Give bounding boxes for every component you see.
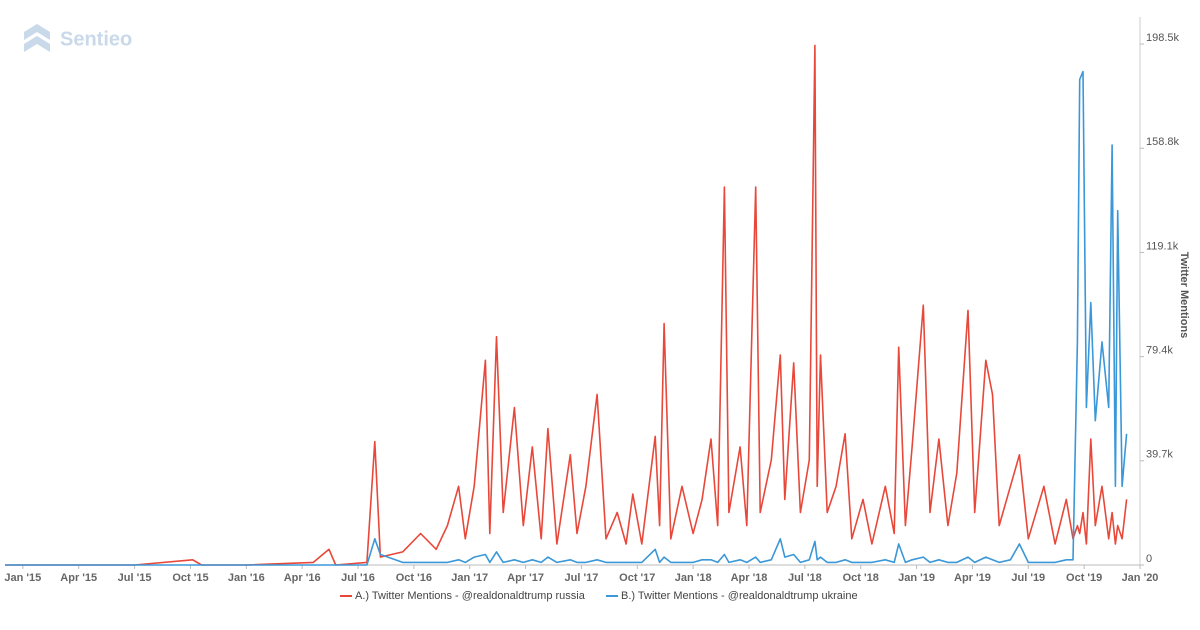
legend-label: A.) Twitter Mentions - @realdonaldtrump … <box>355 590 586 602</box>
x-tick-label: Apr '16 <box>284 572 321 584</box>
x-tick-label: Jan '17 <box>451 572 488 584</box>
x-tick-label: Oct '15 <box>172 572 208 584</box>
logo-icon <box>24 24 50 40</box>
series-line <box>5 44 1128 566</box>
x-tick-label: Apr '18 <box>731 572 768 584</box>
x-tick-label: Jul '17 <box>565 572 599 584</box>
x-tick-label: Apr '17 <box>507 572 544 584</box>
x-tick-label: Oct '19 <box>1066 572 1102 584</box>
x-tick-label: Jan '16 <box>228 572 265 584</box>
x-tick-label: Apr '15 <box>60 572 97 584</box>
x-tick-label: Jul '16 <box>341 572 375 584</box>
x-tick-label: Jan '20 <box>1122 572 1159 584</box>
y-tick-label: 119.1k <box>1146 240 1179 252</box>
x-tick-label: Jul '18 <box>788 572 822 584</box>
y-tick-label: 158.8k <box>1146 136 1180 148</box>
series-line <box>5 70 1128 566</box>
logo-icon <box>24 36 50 52</box>
logo-text: Sentieo <box>60 28 132 50</box>
y-tick-label: 39.7k <box>1146 449 1173 461</box>
x-tick-label: Apr '19 <box>954 572 991 584</box>
x-tick-label: Jan '19 <box>898 572 935 584</box>
x-tick-label: Oct '18 <box>843 572 879 584</box>
x-tick-label: Oct '17 <box>619 572 655 584</box>
x-tick-label: Jul '19 <box>1011 572 1045 584</box>
x-tick-label: Jan '15 <box>4 572 41 584</box>
y-axis-title: Twitter Mentions <box>1178 252 1190 339</box>
y-tick-label: 198.5k <box>1146 32 1180 44</box>
legend-label: B.) Twitter Mentions - @realdonaldtrump … <box>621 590 858 602</box>
logo: Sentieo <box>24 24 132 52</box>
y-tick-label: 0 <box>1146 553 1152 565</box>
x-tick-label: Oct '16 <box>396 572 432 584</box>
x-tick-label: Jan '18 <box>675 572 712 584</box>
y-tick-label: 79.4k <box>1146 345 1173 357</box>
x-tick-label: Jul '15 <box>118 572 152 584</box>
